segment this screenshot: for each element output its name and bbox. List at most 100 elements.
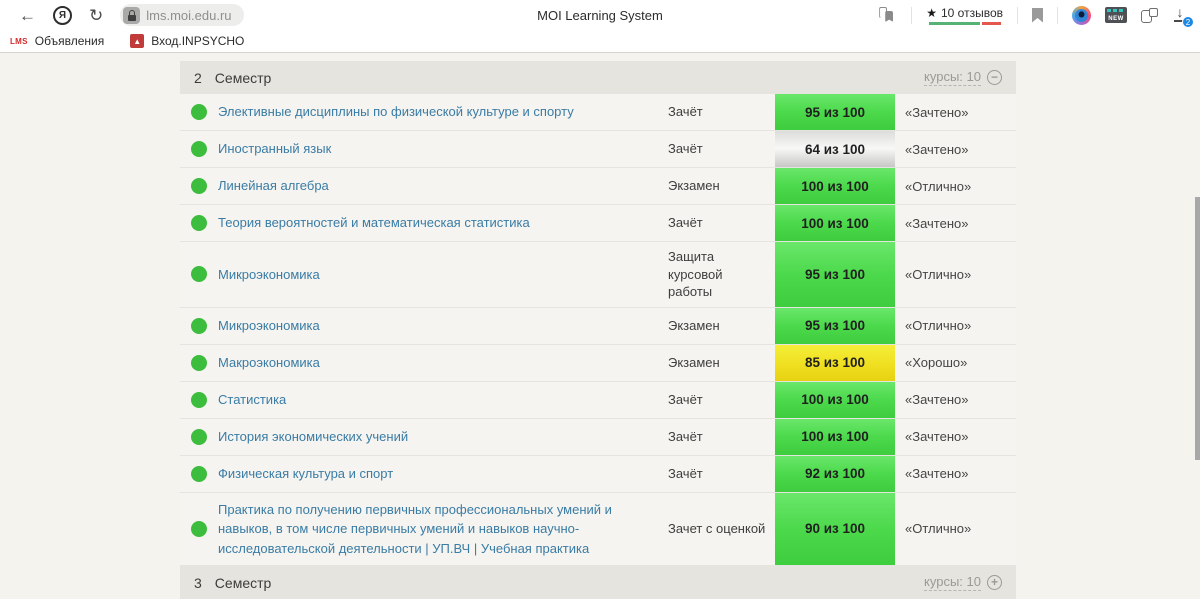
courses-count-link[interactable]: курсы: 10 [924,574,981,592]
bookmarks-bar: LMS Объявления ▲ Вход.INPSYCHO [0,30,1200,53]
course-link[interactable]: Микроэкономика [218,266,320,282]
grade-text: «Зачтено» [905,392,969,408]
collapse-section-icon[interactable]: − [987,70,1002,85]
score-badge: 92 из 100 [775,455,895,492]
table-row: Микроэкономика Защита курсовой работы 95… [180,242,1016,308]
new-feature-icon[interactable]: NEW [1105,7,1127,23]
status-dot-icon [191,354,207,371]
course-link[interactable]: Иностранный язык [218,141,332,157]
inpsycho-favicon-icon: ▲ [130,34,145,48]
bookmark-item-announcements[interactable]: LMS Объявления [10,34,104,48]
score-badge: 100 из 100 [775,205,895,241]
courses-count-link[interactable]: курсы: 10 [924,69,981,86]
score-badge: 95 из 100 [775,94,895,130]
assessment-type: Защита курсовой работы [668,249,723,300]
status-dot-icon [191,317,207,334]
score-badge: 90 из 100 [775,492,895,566]
course-link[interactable]: Физическая культура и спорт [218,465,394,481]
url-text: lms.moi.edu.ru [146,7,232,23]
score-badge: 100 из 100 [775,418,895,455]
table-row: Микроэкономика Экзамен 95 из 100 «Отличн… [180,307,1016,345]
site-rating[interactable]: ★ 10 отзывов [926,6,1003,25]
semester-number: 3 [194,574,202,591]
semester-label: Семестр [214,69,272,86]
score-badge: 95 из 100 [775,242,895,307]
bookmark-item-inpsycho[interactable]: ▲ Вход.INPSYCHO [130,34,244,48]
course-link[interactable]: Линейная алгебра [218,178,329,194]
status-dot-icon [191,428,207,445]
status-dot-icon [191,391,207,408]
table-row: Иностранный язык Зачёт 64 из 100 «Зачтен… [180,131,1016,168]
lock-icon[interactable] [123,6,141,24]
grade-text: «Отлично» [905,521,972,537]
grade-text: «Зачтено» [905,429,969,445]
table-row: Макроэкономика Экзамен 85 из 100 «Хорошо… [180,344,1016,382]
table-row: Линейная алгебра Экзамен 100 из 100 «Отл… [180,168,1016,205]
downloads-badge: 2 [1182,16,1194,28]
collections-icon[interactable] [879,7,897,23]
score-badge: 100 из 100 [775,168,895,204]
assessment-type: Зачёт [668,465,703,481]
course-link[interactable]: Микроэкономика [218,317,320,333]
table-row: Статистика Зачёт 100 из 100 «Зачтено» [180,381,1016,419]
assessment-type: Экзамен [668,178,720,194]
assessment-type: Зачёт [668,141,703,157]
downloads-icon[interactable]: ↓ 2 [1172,4,1194,28]
course-link[interactable]: Теория вероятностей и математическая ста… [218,215,530,231]
grade-text: «Хорошо» [905,355,968,371]
status-dot-icon [191,520,207,537]
assessment-type: Зачёт [668,215,703,231]
assessment-type: Зачёт [668,104,703,120]
bookmark-icon[interactable] [1032,7,1043,23]
table-row: Элективные дисциплины по физической куль… [180,94,1016,131]
lms-favicon-icon: LMS [10,36,28,46]
assessment-type: Зачет с оценкой [668,521,766,537]
section-header-semester-3: 3 Семестр курсы: 10 + [180,566,1016,600]
status-dot-icon [191,104,207,120]
status-dot-icon [191,178,207,194]
browser-toolbar: ← Я ↻ lms.moi.edu.ru MOI Learning System… [0,0,1200,30]
grade-text: «Отлично» [905,178,972,194]
grade-text: «Зачтено» [905,466,969,482]
back-button[interactable]: ← [19,5,36,25]
grade-text: «Отлично» [905,266,972,282]
table-row: Физическая культура и спорт Зачёт 92 из … [180,455,1016,493]
semester-number: 2 [194,69,202,86]
score-badge: 95 из 100 [775,307,895,344]
table-row: История экономических учений Зачёт 100 и… [180,418,1016,456]
section-header-semester-2: 2 Семестр курсы: 10 − [180,61,1016,94]
grade-text: «Зачтено» [905,141,969,157]
page-background: 2 Семестр курсы: 10 − Элективные дисципл… [0,53,1200,600]
grade-text: «Отлично» [905,318,972,334]
course-link[interactable]: История экономических учений [218,428,409,444]
address-bar[interactable]: lms.moi.edu.ru [120,4,244,26]
grade-text: «Зачтено» [905,215,969,231]
bookmark-label: Объявления [34,34,105,48]
table-row: Теория вероятностей и математическая ста… [180,205,1016,242]
status-dot-icon [191,141,207,157]
side-panel-icon[interactable] [1141,7,1158,23]
score-badge: 100 из 100 [775,381,895,418]
toolbar-separator [1017,6,1018,24]
course-link[interactable]: Статистика [218,391,287,407]
star-icon: ★ [926,5,937,20]
course-link[interactable]: Макроэкономика [218,354,320,370]
reviews-count: 10 отзывов [940,5,1003,20]
extension-browser-icon[interactable] [1072,5,1091,25]
vertical-scrollbar[interactable] [1195,197,1200,460]
course-link[interactable]: Практика по получению первичных професси… [218,501,612,556]
semester-label: Семестр [214,574,272,591]
expand-section-icon[interactable]: + [987,575,1002,591]
bookmark-label: Вход.INPSYCHO [151,34,245,48]
course-link[interactable]: Элективные дисциплины по физической куль… [218,104,574,120]
score-badge: 85 из 100 [775,344,895,381]
status-dot-icon [191,465,207,482]
course-rows: Элективные дисциплины по физической куль… [180,94,1016,567]
assessment-type: Экзамен [668,317,720,333]
status-dot-icon [191,266,207,283]
status-dot-icon [191,215,207,231]
toolbar-separator [911,6,913,24]
yandex-logo-icon[interactable]: Я [53,5,72,25]
grades-table: 2 Семестр курсы: 10 − Элективные дисципл… [180,61,1016,600]
refresh-icon[interactable]: ↻ [89,5,104,25]
